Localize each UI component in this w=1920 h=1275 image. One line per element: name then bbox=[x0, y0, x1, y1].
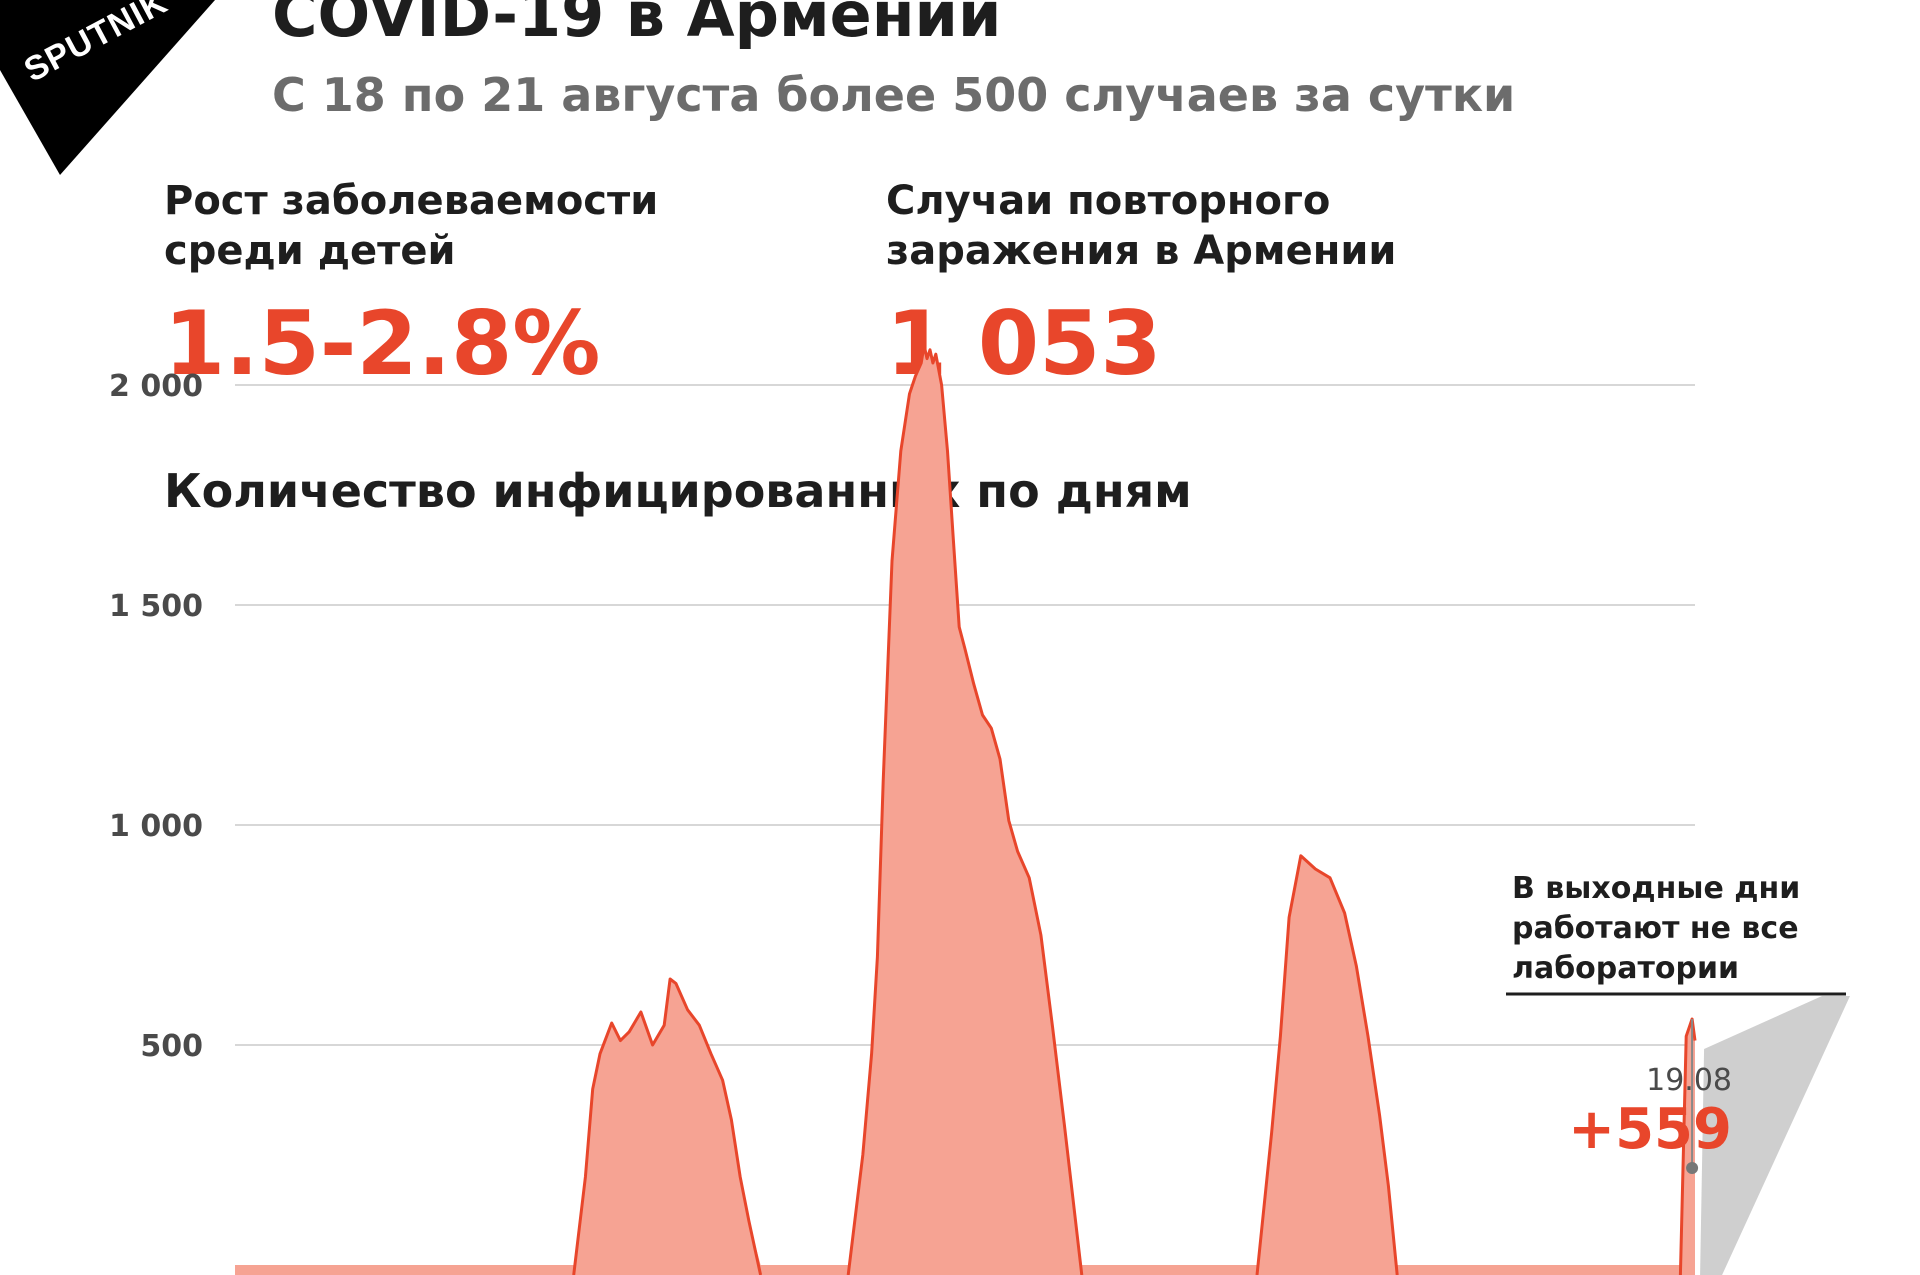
y-axis-ticks: 500 1 000 1 500 2 000 bbox=[109, 369, 203, 1064]
sputnik-logo: SPUTNIK bbox=[0, 0, 260, 180]
y-tick-label: 2 000 bbox=[109, 369, 203, 404]
y-tick-label: 500 bbox=[140, 1029, 203, 1064]
callout-dot bbox=[1686, 1162, 1699, 1174]
annotation-wedge-layer bbox=[1700, 996, 1850, 1275]
annotation-weekend-line1: В выходные дни bbox=[1512, 871, 1800, 906]
stat-value: 1.5-2.8% bbox=[164, 292, 601, 395]
stat-label-line2: заражения в Армении bbox=[886, 228, 1397, 274]
page-subtitle: С 18 по 21 августа более 500 случаев за … bbox=[272, 68, 1516, 122]
callout-date: 19.08 bbox=[1646, 1063, 1732, 1098]
annotation-weekend-line2: работают не все bbox=[1512, 911, 1799, 946]
y-tick-label: 1 000 bbox=[109, 809, 203, 844]
callout-value: +559 bbox=[1568, 1097, 1732, 1162]
annotation-layer: В выходные дни работают не все лаборатор… bbox=[1506, 871, 1846, 1174]
stat-label-line1: Рост заболеваемости bbox=[164, 178, 659, 224]
stat-label-line1: Случаи повторного bbox=[886, 178, 1331, 224]
annotation-wedge bbox=[1700, 996, 1850, 1275]
y-tick-label: 1 500 bbox=[109, 589, 203, 624]
series-layer bbox=[235, 343, 1697, 1275]
chart-title: Количество инфицированных по дням bbox=[164, 464, 1192, 518]
stat-label-line2: среди детей bbox=[164, 228, 456, 274]
page-title: COVID-19 в Армении bbox=[272, 0, 1002, 51]
series-area bbox=[235, 345, 1695, 1275]
logo-shape bbox=[0, 0, 215, 175]
annotation-weekend-line3: лаборатории bbox=[1512, 951, 1739, 986]
stat-children-growth: Рост заболеваемости среди детей 1.5-2.8% bbox=[164, 176, 824, 394]
series-line bbox=[572, 343, 1697, 1275]
